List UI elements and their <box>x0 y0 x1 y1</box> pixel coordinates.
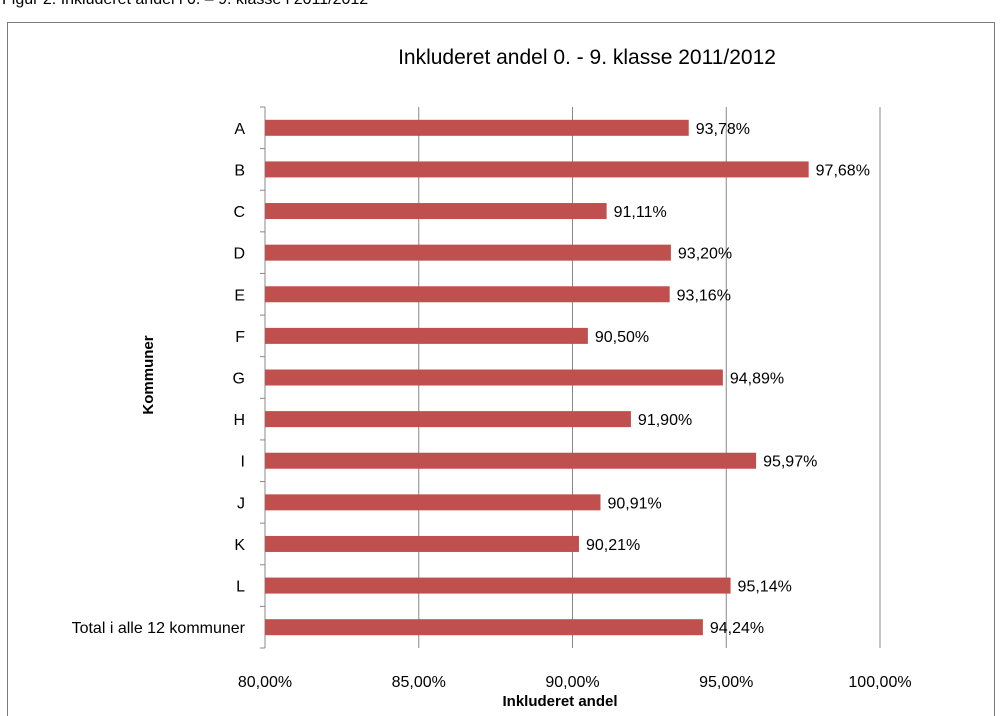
data-label: 90,50% <box>595 329 649 346</box>
bar <box>265 577 731 594</box>
data-label: 91,90% <box>638 412 692 429</box>
category-label: F <box>235 329 245 346</box>
bars <box>265 119 809 636</box>
data-label: 93,78% <box>696 121 750 138</box>
data-label: 94,24% <box>710 620 764 637</box>
data-label: 90,91% <box>607 495 661 512</box>
category-label: L <box>236 579 245 596</box>
data-label: 91,11% <box>614 204 667 221</box>
category-label: E <box>234 287 245 304</box>
data-label: 94,89% <box>730 371 784 388</box>
x-tick-label: 80,00% <box>238 674 292 691</box>
labels: 80,00% 85,00% 90,00% 95,00% 100,00% A 93,78% B 9… <box>72 121 912 691</box>
category-label: I <box>241 454 245 471</box>
category-label: B <box>234 162 245 179</box>
data-label: 93,16% <box>677 287 731 304</box>
category-label: A <box>234 121 245 138</box>
x-tick-label: 95,00% <box>699 674 753 691</box>
y-axis-title: Kommuner <box>140 335 157 414</box>
bar <box>265 452 757 469</box>
category-label: D <box>233 246 245 263</box>
data-label: 97,68% <box>816 162 870 179</box>
category-label: H <box>233 412 245 429</box>
chart-area <box>7 22 995 716</box>
bar <box>265 119 689 136</box>
x-tick-label: 100,00% <box>848 674 911 691</box>
bar <box>265 161 809 178</box>
bar <box>265 286 670 303</box>
data-label: 95,14% <box>738 579 792 596</box>
data-label: 90,21% <box>586 537 640 554</box>
x-axis-title: Inkluderet andel <box>502 693 617 710</box>
bar <box>265 244 671 261</box>
bar <box>265 327 588 344</box>
bar <box>265 619 703 636</box>
bar <box>265 203 607 220</box>
category-label: Total i alle 12 kommuner <box>72 620 246 637</box>
bar <box>265 411 631 428</box>
category-label: K <box>234 537 245 554</box>
category-label: J <box>237 495 245 512</box>
chart-title: Inkluderet andel 0. - 9. klasse 2011/201… <box>398 46 776 69</box>
data-label: 93,20% <box>678 246 732 263</box>
figure-caption: Figur 2: Inkluderet andel i 0. – 9. klas… <box>2 0 368 9</box>
x-tick-label: 90,00% <box>545 674 599 691</box>
category-label: C <box>233 204 245 221</box>
x-tick-label: 85,00% <box>392 674 446 691</box>
bar <box>265 494 601 511</box>
bar <box>265 535 579 552</box>
bar <box>265 369 723 386</box>
data-label: 95,97% <box>763 454 817 471</box>
category-label: G <box>233 371 245 388</box>
